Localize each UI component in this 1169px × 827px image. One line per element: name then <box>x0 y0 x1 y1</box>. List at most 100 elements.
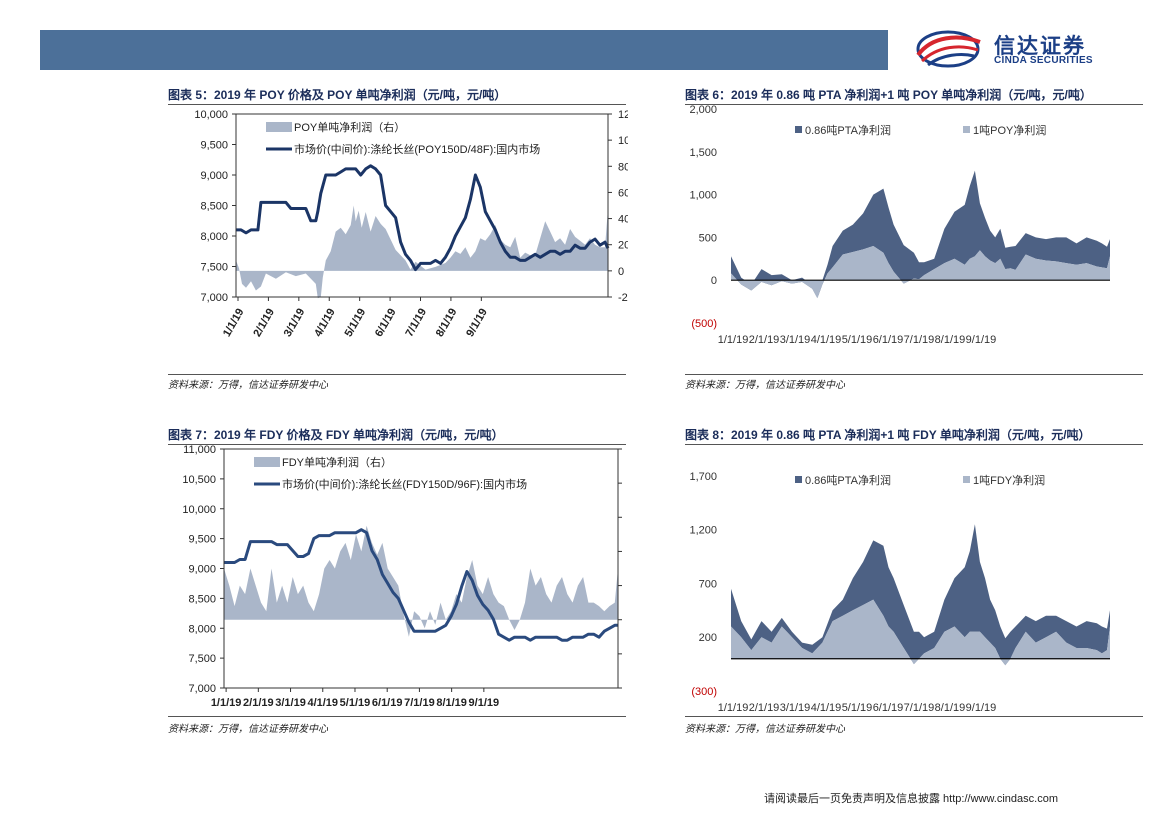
chart7-left-tick-label: 10,500 <box>182 474 216 486</box>
chart7-price-line <box>224 528 618 642</box>
chart-8-source: 资料来源：万得，信达证券研发中心 <box>685 724 845 735</box>
chart8-x-tick-label: 7/1/19 <box>904 702 935 714</box>
chart5-x-tick-label: 5/1/19 <box>343 307 369 339</box>
chart5-right-tick-label: 1000 <box>618 135 628 147</box>
chart5-x-tick-label: 7/1/19 <box>403 307 429 339</box>
chart-7-svg: 7,000 7,500 8,000 8,500 9,000 9,500 10,000 10,5… <box>182 444 622 709</box>
chart5-left-tick-label: 7,000 <box>200 292 228 304</box>
chart5-right-tick-label: 0 <box>618 266 624 278</box>
chart7-x-tick-label: 6/1/19 <box>372 697 403 709</box>
chart8-yarn-profit-area <box>731 599 1110 666</box>
chart5-left-tick-label: 8,000 <box>200 231 228 243</box>
chart7-left-tick-label: 8,500 <box>188 593 216 605</box>
chart-8-bottom-rule <box>685 716 1143 717</box>
panel-chart-6: 图表 6：2019 年 0.86 吨 PTA 净利润+1 吨 POY 单吨净利润… <box>685 86 1143 396</box>
chart5-x-tick-label: 2/1/19 <box>251 307 277 339</box>
chart7-left-tick-label: 7,000 <box>188 683 216 695</box>
chart6-x-tick-label: 6/1/19 <box>873 334 904 346</box>
logo-cn-text: 信达证券 <box>994 35 1086 58</box>
chart7-left-tick-label: 11,000 <box>183 444 216 456</box>
chart6-y-tick-label: (500) <box>691 318 717 330</box>
chart8-legend-pta-swatch <box>795 476 802 483</box>
chart5-left-tick-label: 10,000 <box>194 109 228 121</box>
chart8-legend-yarn-label: 1吨FDY净利润 <box>973 473 1045 487</box>
chart-6-bottom-rule <box>685 374 1143 375</box>
chart6-x-tick-label: 1/1/19 <box>718 334 749 346</box>
chart5-x-tick-label: 9/1/19 <box>464 307 490 339</box>
chart7-left-tick-label: 9,500 <box>188 534 216 546</box>
chart-8-svg: (300) 200 700 1,200 1,700 1/1/19 2/1/19 3/1/19 4… <box>689 471 1110 714</box>
chart5-left-tick-label: 8,500 <box>200 201 228 213</box>
chart7-x-tick-label: 9/1/19 <box>469 697 500 709</box>
chart-6-svg: (500) 0 500 1,000 1,500 2,000 1/1/19 2/1/19 3/1/… <box>689 104 1110 346</box>
chart6-legend-yarn-label: 1吨POY净利润 <box>973 123 1046 137</box>
chart-5-title: 图表 5：2019 年 POY 价格及 POY 单吨净利润（元/吨，元/吨） <box>168 88 507 102</box>
chart8-x-tick-label: 9/1/19 <box>966 702 997 714</box>
chart6-x-tick-label: 5/1/19 <box>842 334 873 346</box>
chart7-x-tick-label: 4/1/19 <box>307 697 338 709</box>
chart6-y-tick-label: 0 <box>711 275 717 287</box>
chart-5-source: 资料来源：万得，信达证券研发中心 <box>168 380 328 391</box>
chart7-left-tick-label: 7,500 <box>188 653 216 665</box>
chart8-x-tick-label: 1/1/19 <box>718 702 749 714</box>
chart7-legend-area-label: FDY单吨净利润（右） <box>282 455 392 469</box>
chart-5-bottom-rule <box>168 374 626 375</box>
chart6-legend-yarn-swatch <box>963 126 970 133</box>
header-banner <box>40 30 888 70</box>
chart5-right-tick-label: 200 <box>618 240 628 252</box>
chart8-x-tick-label: 2/1/19 <box>749 702 780 714</box>
chart-6-title: 图表 6：2019 年 0.86 吨 PTA 净利润+1 吨 POY 单吨净利润… <box>685 88 1092 102</box>
chart7-x-tick-label: 7/1/19 <box>404 697 435 709</box>
footer-disclaimer: 请阅读最后一页免责声明及信息披露 http://www.cindasc.com <box>764 793 1058 805</box>
chart-5-svg: 7,000 7,500 8,000 8,500 9,000 9,500 10,000 -200… <box>194 109 628 339</box>
chart8-y-tick-label: 1,700 <box>689 471 717 483</box>
panel-chart-8: 图表 8：2019 年 0.86 吨 PTA 净利润+1 吨 FDY 单吨净利润… <box>685 426 1143 738</box>
chart7-x-tick-label: 2/1/19 <box>243 697 274 709</box>
chart7-legend-line-label: 市场价(中间价):涤纶长丝(FDY150D/96F):国内市场 <box>282 477 527 491</box>
chart-6-source: 资料来源：万得，信达证券研发中心 <box>685 380 845 391</box>
chart6-yarn-profit-area <box>731 246 1110 299</box>
chart7-x-tick-label: 1/1/19 <box>211 697 242 709</box>
chart5-x-tick-label: 3/1/19 <box>282 307 308 339</box>
cinda-logo-mark-icon <box>916 30 981 68</box>
chart5-x-tick-label: 6/1/19 <box>373 307 399 339</box>
chart5-left-tick-label: 9,000 <box>200 170 228 182</box>
chart7-area-series <box>224 525 618 637</box>
chart7-left-tick-label: 9,000 <box>188 564 216 576</box>
chart5-right-tick-label: 400 <box>618 214 628 226</box>
chart6-legend-pta-swatch <box>795 126 802 133</box>
chart6-x-tick-label: 4/1/19 <box>811 334 842 346</box>
chart5-right-tick-label: 600 <box>618 187 628 199</box>
chart8-y-tick-label: (300) <box>691 686 717 698</box>
chart5-right-tick-label: 800 <box>618 161 628 173</box>
chart5-x-tick-label: 4/1/19 <box>312 307 338 339</box>
chart6-y-tick-label: 500 <box>699 232 717 244</box>
chart7-x-tick-label: 3/1/19 <box>275 697 306 709</box>
chart8-x-tick-label: 3/1/19 <box>780 702 811 714</box>
chart7-x-tick-label: 5/1/19 <box>340 697 371 709</box>
chart8-y-tick-label: 1,200 <box>689 525 717 537</box>
chart8-x-tick-label: 8/1/19 <box>935 702 966 714</box>
chart6-pta-profit-area <box>731 170 1110 299</box>
chart6-y-tick-label: 2,000 <box>689 104 717 116</box>
chart5-right-tick-label: 1200 <box>618 109 628 121</box>
chart-7-bottom-rule <box>168 716 626 717</box>
chart6-legend-pta-label: 0.86吨PTA净利润 <box>805 123 891 137</box>
chart8-pta-profit-area <box>731 524 1110 666</box>
chart6-x-tick-label: 7/1/19 <box>904 334 935 346</box>
chart8-y-tick-label: 200 <box>699 632 717 644</box>
chart8-legend-yarn-swatch <box>963 476 970 483</box>
chart7-legend-area-swatch <box>254 457 280 467</box>
chart5-price-line <box>236 164 610 272</box>
chart8-x-tick-label: 4/1/19 <box>811 702 842 714</box>
chart5-legend-area-swatch <box>266 122 292 132</box>
chart-7-top-rule <box>168 444 626 445</box>
chart5-x-tick-label: 1/1/19 <box>221 307 247 339</box>
chart6-x-tick-label: 8/1/19 <box>935 334 966 346</box>
chart8-legend-pta-label: 0.86吨PTA净利润 <box>805 473 891 487</box>
panel-chart-5: 图表 5：2019 年 POY 价格及 POY 单吨净利润（元/吨，元/吨） 资… <box>168 86 626 396</box>
chart-8-top-rule <box>685 444 1143 445</box>
chart5-left-tick-label: 9,500 <box>200 140 228 152</box>
cinda-logo: 信达证券 CINDA SECURITIES <box>912 28 1122 70</box>
panel-chart-7: 图表 7：2019 年 FDY 价格及 FDY 单吨净利润（元/吨，元/吨） 资… <box>168 426 626 738</box>
